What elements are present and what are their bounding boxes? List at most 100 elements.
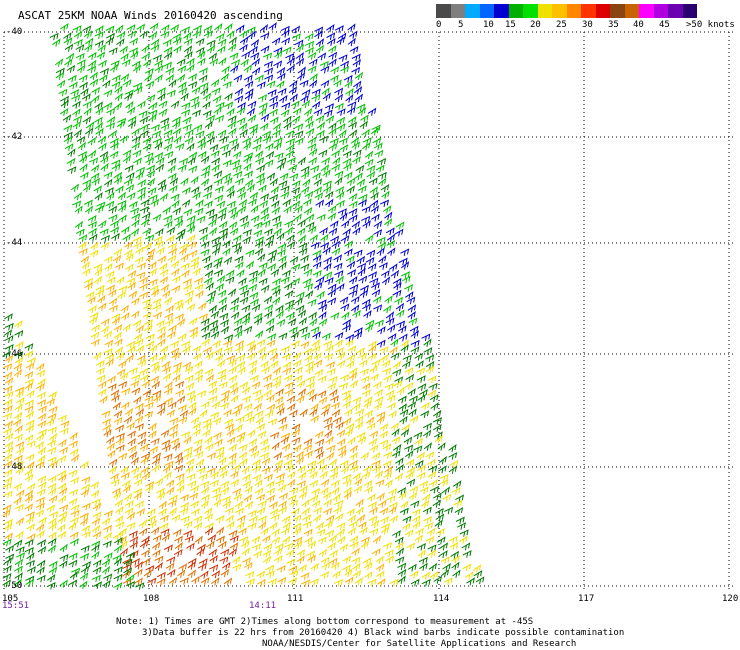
wind-barb xyxy=(167,242,177,251)
wind-barb xyxy=(273,141,282,151)
wind-barb xyxy=(199,233,209,242)
wind-barb xyxy=(260,206,269,215)
wind-barb xyxy=(216,275,226,284)
wind-barb xyxy=(347,514,357,523)
wind-barb xyxy=(316,213,326,222)
wind-barb xyxy=(112,254,122,263)
wind-barb xyxy=(153,235,163,244)
wind-barb xyxy=(394,472,404,481)
wind-barb xyxy=(169,177,179,186)
wind-barb xyxy=(206,295,215,305)
wind-barb xyxy=(311,88,321,97)
wind-barb xyxy=(315,438,325,447)
wind-barb xyxy=(219,227,229,236)
wind-barb xyxy=(262,135,272,144)
wind-barb xyxy=(345,87,354,97)
wind-barb xyxy=(81,531,91,539)
wind-barb xyxy=(309,234,318,243)
wind-barb xyxy=(387,402,396,410)
wind-barb xyxy=(306,466,316,475)
wind-barb xyxy=(343,74,353,83)
wind-barb xyxy=(152,452,162,461)
wind-barb xyxy=(150,44,160,52)
wind-barb xyxy=(311,499,321,508)
wind-barb xyxy=(410,578,420,587)
wind-barb xyxy=(173,299,183,307)
wind-barb xyxy=(289,487,299,495)
wind-barb xyxy=(276,80,285,89)
wind-barb xyxy=(281,443,291,452)
wind-barb xyxy=(161,439,171,447)
wind-barb xyxy=(385,311,395,320)
wind-barb xyxy=(75,228,85,237)
wind-barb xyxy=(325,361,335,369)
wind-barb xyxy=(25,511,35,519)
wind-barb xyxy=(386,239,396,248)
wind-barb xyxy=(312,269,322,278)
lat-lon-grid xyxy=(3,31,736,590)
wind-barb xyxy=(266,487,276,496)
wind-barb xyxy=(348,116,357,125)
wind-barb xyxy=(194,360,203,369)
wind-barb xyxy=(268,249,278,258)
wind-barb xyxy=(228,443,237,452)
wind-barb xyxy=(263,373,272,382)
wind-barb xyxy=(3,412,13,420)
wind-barb xyxy=(241,465,250,474)
wind-barb xyxy=(291,33,301,41)
wind-barb xyxy=(249,270,259,278)
wind-barb xyxy=(375,164,385,173)
wind-barb xyxy=(397,562,407,571)
wind-barb xyxy=(421,578,431,587)
wind-barb xyxy=(254,247,264,256)
wind-barb xyxy=(91,94,100,104)
wind-barb xyxy=(211,247,221,256)
wind-barb xyxy=(319,60,329,69)
wind-barb xyxy=(139,540,149,549)
wind-barb xyxy=(195,37,205,46)
wind-barb xyxy=(4,446,14,455)
wind-barb xyxy=(63,131,73,140)
wind-barb xyxy=(459,535,468,544)
wind-barb xyxy=(326,368,336,376)
wind-barb xyxy=(280,108,290,118)
wind-barb xyxy=(131,60,141,69)
wind-barb xyxy=(376,247,385,256)
wind-barb xyxy=(213,106,222,115)
wind-barb xyxy=(349,30,358,39)
wind-barb xyxy=(353,485,363,494)
wind-barb xyxy=(208,395,218,403)
wind-barb xyxy=(397,487,407,495)
wind-barb xyxy=(197,390,207,398)
wind-barb xyxy=(375,479,385,487)
wind-barb xyxy=(424,521,434,530)
wind-barb xyxy=(357,185,367,194)
wind-barb xyxy=(315,44,325,53)
wind-barb xyxy=(168,247,178,256)
wind-barb xyxy=(145,333,155,342)
wind-barb xyxy=(65,52,75,61)
wind-barb xyxy=(124,92,133,101)
wind-barb xyxy=(25,578,35,587)
wind-barb xyxy=(24,343,34,351)
wind-barb xyxy=(435,507,444,516)
wind-barb xyxy=(449,542,459,550)
wind-barb xyxy=(395,320,406,328)
wind-barb xyxy=(226,428,235,437)
wind-barb xyxy=(139,276,148,285)
wind-barb xyxy=(122,154,131,164)
wind-barb xyxy=(261,466,271,475)
wind-barb xyxy=(272,288,281,297)
wind-barb xyxy=(316,528,326,537)
wind-barb xyxy=(134,568,143,577)
wind-barb xyxy=(345,338,354,348)
wind-barb xyxy=(143,569,152,578)
wind-barb xyxy=(336,36,345,45)
wind-barb xyxy=(221,149,231,158)
wind-barb xyxy=(344,427,354,437)
wind-barb xyxy=(14,386,25,395)
wind-barb xyxy=(148,31,158,40)
wind-barb xyxy=(284,458,293,467)
wind-barb xyxy=(48,522,57,531)
wind-barb xyxy=(97,294,106,304)
